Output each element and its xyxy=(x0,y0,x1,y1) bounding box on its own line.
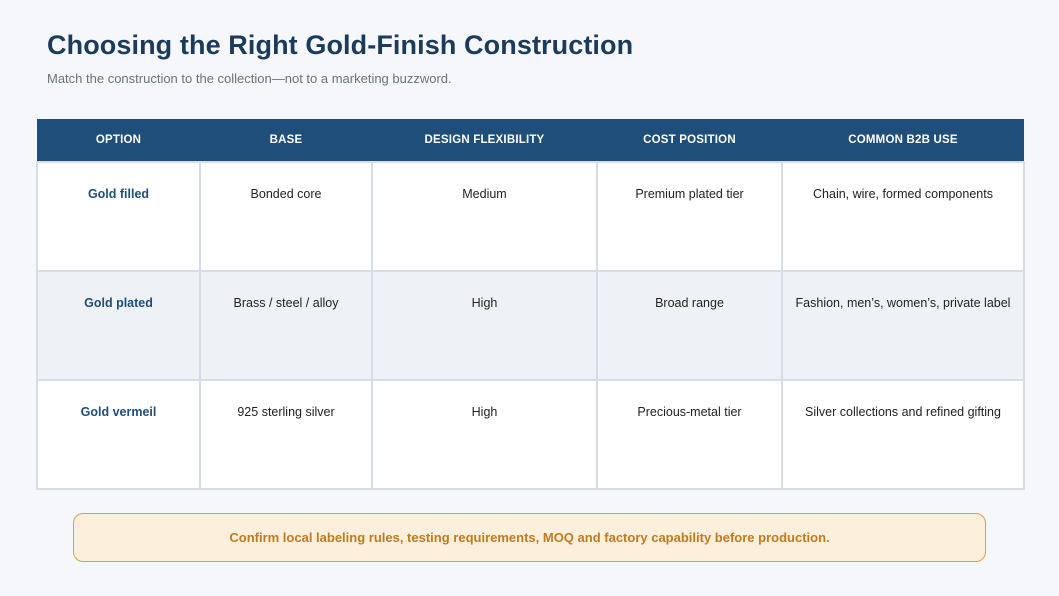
column-header-design-flexibility: DESIGN FLEXIBILITY xyxy=(372,119,597,162)
table-row: Gold filled Bonded core Medium Premium p… xyxy=(36,161,1025,272)
common-use-cell: Silver collections and refined gifting xyxy=(781,379,1025,490)
common-use-cell: Chain, wire, formed components xyxy=(781,161,1025,272)
option-cell: Gold filled xyxy=(36,161,201,272)
option-cell: Gold vermeil xyxy=(36,379,201,490)
table-header-row: OPTION BASE DESIGN FLEXIBILITY COST POSI… xyxy=(37,119,1024,162)
comparison-table: OPTION BASE DESIGN FLEXIBILITY COST POSI… xyxy=(36,119,1025,490)
page-subtitle: Match the construction to the collection… xyxy=(47,71,452,86)
common-use-cell: Fashion, men’s, women’s, private label xyxy=(781,270,1025,381)
column-header-cost-position: COST POSITION xyxy=(597,119,782,162)
design-flexibility-cell: High xyxy=(371,379,598,490)
column-header-base: BASE xyxy=(200,119,372,162)
base-cell: 925 sterling silver xyxy=(199,379,373,490)
option-cell: Gold plated xyxy=(36,270,201,381)
design-flexibility-cell: High xyxy=(371,270,598,381)
column-header-option: OPTION xyxy=(37,119,200,162)
cost-position-cell: Broad range xyxy=(596,270,783,381)
production-note-banner: Confirm local labeling rules, testing re… xyxy=(73,513,986,562)
design-flexibility-cell: Medium xyxy=(371,161,598,272)
production-note-text: Confirm local labeling rules, testing re… xyxy=(229,530,830,545)
page-title: Choosing the Right Gold-Finish Construct… xyxy=(47,30,634,60)
base-cell: Brass / steel / alloy xyxy=(199,270,373,381)
table-row: Gold plated Brass / steel / alloy High B… xyxy=(36,270,1025,381)
table-row: Gold vermeil 925 sterling silver High Pr… xyxy=(36,379,1025,490)
cost-position-cell: Precious-metal tier xyxy=(596,379,783,490)
cost-position-cell: Premium plated tier xyxy=(596,161,783,272)
comparison-table-container: OPTION BASE DESIGN FLEXIBILITY COST POSI… xyxy=(36,119,1025,490)
column-header-common-b2b-use: COMMON B2B USE xyxy=(782,119,1024,162)
base-cell: Bonded core xyxy=(199,161,373,272)
